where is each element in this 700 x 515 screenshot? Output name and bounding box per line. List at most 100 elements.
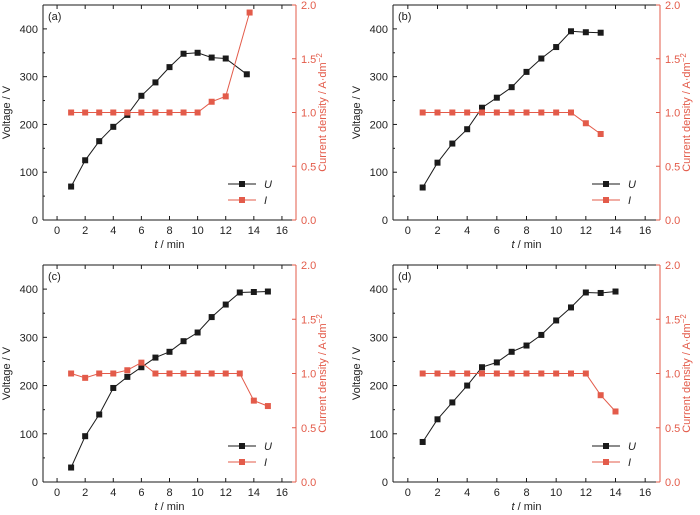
y-right-tick-label: 1.0 xyxy=(301,369,316,381)
series-u-point xyxy=(568,28,574,35)
series-i-point xyxy=(568,370,574,377)
y-right-tick-label: 2.0 xyxy=(301,0,316,12)
series-i-point xyxy=(180,370,187,377)
x-tick-label: 6 xyxy=(138,225,144,237)
x-tick-label: 4 xyxy=(110,225,116,237)
series-u-point xyxy=(68,464,75,471)
y-right-axis-label: Current density / A·dm−2 xyxy=(679,314,693,433)
series-u-point xyxy=(194,49,201,56)
series-i-point xyxy=(568,109,574,116)
x-tick-label: 4 xyxy=(464,487,470,499)
legend-i-label: I xyxy=(628,195,631,207)
panel-c: 0 2 4 6 8 10 12 14 16 0 100 200 300 400 0.0 0.5 1.0 1.5 2.… xyxy=(1,260,329,513)
series-i-point xyxy=(222,370,229,377)
legend-i-marker xyxy=(603,459,609,465)
y-right-tick-label: 0.0 xyxy=(665,215,680,227)
y-right-axis-label-text: Current density / A·dm xyxy=(317,62,329,171)
series-u-point xyxy=(523,68,530,75)
x-tick-label: 14 xyxy=(248,487,260,499)
legend-u-label: U xyxy=(264,441,272,453)
y-right-axis-label-sup: −2 xyxy=(679,53,688,63)
x-tick-label: 4 xyxy=(464,225,470,237)
series-u-point xyxy=(250,289,257,296)
panel-label: (c) xyxy=(48,271,61,283)
x-tick-label: 14 xyxy=(609,487,621,499)
y-right-axis-label-sup: −2 xyxy=(315,314,324,324)
series-u-point xyxy=(508,348,515,355)
y-left-tick-label: 200 xyxy=(370,119,388,131)
series-i-point xyxy=(208,370,215,377)
panel-b: 0 2 4 6 8 10 12 14 16 0 100 200 300 400 0.0 0.5 1.0 1.5 2.… xyxy=(351,0,693,251)
y-right-tick-label: 1.5 xyxy=(665,314,680,326)
x-tick-label: 10 xyxy=(191,487,203,499)
y-left-tick-label: 200 xyxy=(20,119,38,131)
x-axis-label-unit: / min xyxy=(515,239,542,251)
legend-u-marker xyxy=(239,181,245,187)
y-right-axis-label: Current density / A·dm−2 xyxy=(679,53,693,172)
panel-label: (a) xyxy=(48,11,61,23)
x-tick-label: 12 xyxy=(580,487,592,499)
y-left-tick-label: 100 xyxy=(20,167,38,179)
y-right-tick-label: 1.0 xyxy=(665,108,680,120)
series-i-point xyxy=(449,109,456,116)
series-i-point xyxy=(464,109,471,116)
y-right-tick-label: 2.0 xyxy=(665,260,680,272)
y-right-axis-label-text: Current density / A·dm xyxy=(681,323,693,432)
legend-i-label: I xyxy=(628,457,631,469)
x-tick-label: 2 xyxy=(434,487,440,499)
series-u-point xyxy=(180,50,187,57)
x-tick-label: 10 xyxy=(550,487,562,499)
series-i-point xyxy=(250,397,257,404)
x-tick-label: 16 xyxy=(276,487,288,499)
legend-u-label: U xyxy=(264,179,272,191)
y-right-tick-label: 1.0 xyxy=(301,108,316,120)
series-i-point xyxy=(96,109,103,116)
y-left-tick-label: 200 xyxy=(20,381,38,393)
series-i-point xyxy=(68,109,75,116)
x-tick-label: 0 xyxy=(405,487,411,499)
series-u-point xyxy=(597,289,604,296)
series-u-line xyxy=(70,291,268,468)
series-i-point xyxy=(82,109,89,116)
legend-i-label: I xyxy=(264,457,267,469)
series-i-point xyxy=(612,408,619,415)
x-tick-label: 8 xyxy=(523,487,529,499)
series-i-point xyxy=(110,109,117,116)
x-tick-label: 2 xyxy=(82,487,88,499)
series-u-point xyxy=(110,123,117,130)
series-i-point xyxy=(523,109,530,116)
y-right-tick-label: 0.0 xyxy=(301,215,316,227)
series-i-point xyxy=(110,370,117,377)
x-tick-label: 6 xyxy=(494,225,500,237)
series-u-point xyxy=(264,288,271,295)
series-u-point xyxy=(597,29,604,36)
y-left-axis-label: Voltage / V xyxy=(351,346,363,400)
series-u-point xyxy=(236,289,243,296)
x-tick-label: 0 xyxy=(405,225,411,237)
series-i-point xyxy=(236,370,243,377)
series-i-point xyxy=(538,109,545,116)
y-right-tick-label: 0.0 xyxy=(665,477,680,489)
y-right-tick-label: 0.0 xyxy=(301,477,316,489)
y-left-tick-label: 300 xyxy=(20,72,38,84)
x-axis-label-var: t xyxy=(155,239,159,251)
series-i-point xyxy=(124,367,131,374)
y-right-axis-label: Current density / A·dm−2 xyxy=(315,53,329,172)
series-i-point xyxy=(152,109,159,116)
y-right-tick-label: 2.0 xyxy=(301,260,316,272)
x-tick-label: 16 xyxy=(276,225,288,237)
series-i-point xyxy=(82,374,89,381)
x-tick-label: 12 xyxy=(220,225,232,237)
legend-i-marker xyxy=(239,197,245,203)
series-u-line xyxy=(422,30,601,188)
series-u-point xyxy=(138,364,145,371)
y-right-tick-label: 1.5 xyxy=(665,54,680,66)
series-i-line xyxy=(70,362,269,407)
series-u-point xyxy=(553,317,560,324)
y-right-tick-label: 1.5 xyxy=(301,314,316,326)
series-u-point xyxy=(419,438,426,445)
x-tick-label: 14 xyxy=(609,225,621,237)
y-left-tick-label: 300 xyxy=(370,332,388,344)
series-i-point xyxy=(194,109,201,116)
series-i-point xyxy=(434,109,441,116)
